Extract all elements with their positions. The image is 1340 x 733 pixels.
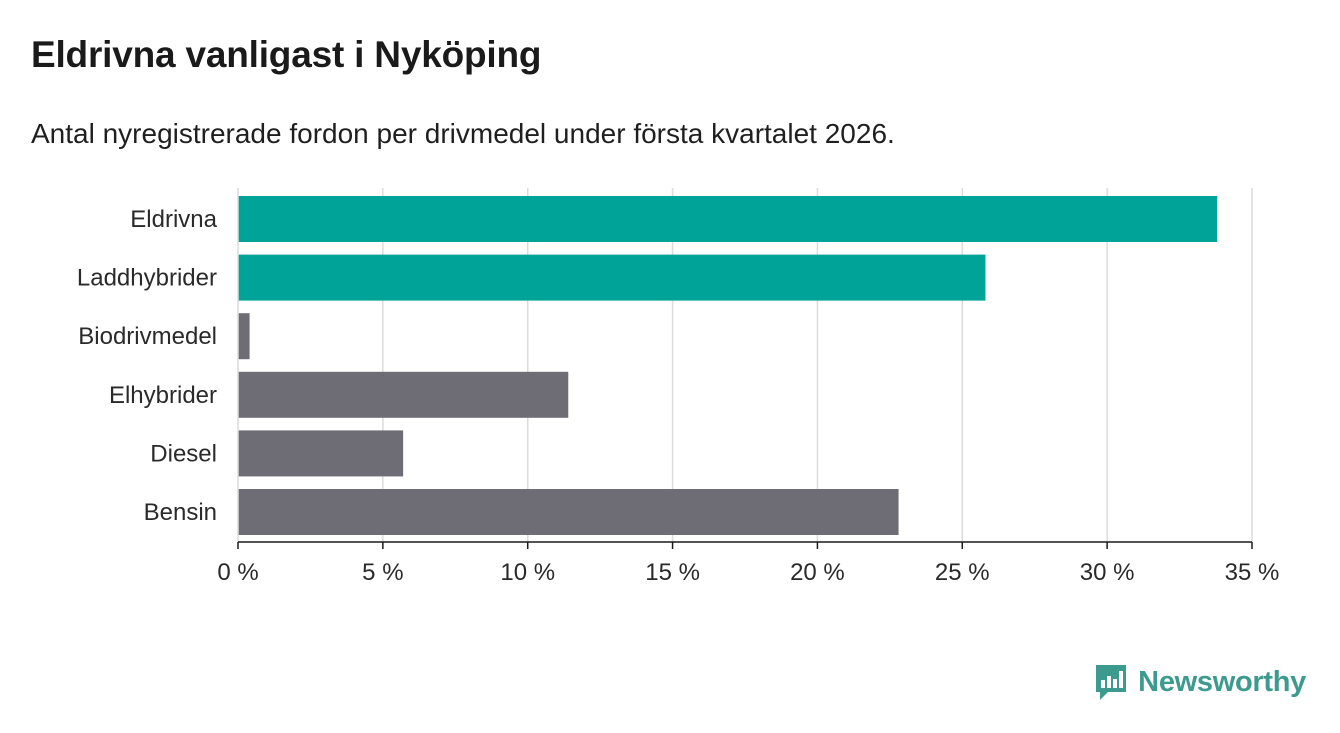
bar-laddhybrider <box>238 254 986 301</box>
bar-bensin <box>238 489 899 535</box>
category-label-laddhybrider: Laddhybrider <box>77 265 217 292</box>
bar-eldrivna <box>238 196 1218 242</box>
bar-chart: 0 % 5 % 10 % 15 % 20 % 25 % 30 % 35 % Eldrivna L… <box>77 188 1279 586</box>
category-label-biodrivmedel: Biodrivmedel <box>78 323 217 350</box>
bar-biodrivmedel <box>238 313 250 360</box>
x-tick-label-20: 20 % <box>790 559 845 586</box>
category-label-diesel: Diesel <box>150 440 217 467</box>
x-tick-label-5: 5 % <box>362 559 403 586</box>
x-tick-label-35: 35 % <box>1225 559 1280 586</box>
x-tick-label-15: 15 % <box>645 559 700 586</box>
x-tick-label-0: 0 % <box>217 559 258 586</box>
chart-subtitle: Antal nyregistrerade fordon per drivmede… <box>31 118 895 149</box>
newsworthy-logo-text: Newsworthy <box>1138 665 1306 698</box>
x-tick-label-25: 25 % <box>935 559 990 586</box>
bar-elhybrider <box>238 371 569 418</box>
newsworthy-logo-icon <box>1096 665 1127 700</box>
x-tick-label-10: 10 % <box>500 559 555 586</box>
bar-diesel <box>238 430 404 477</box>
grid-lines <box>382 188 1253 542</box>
x-tick-label-30: 30 % <box>1080 559 1135 586</box>
bars <box>238 196 1218 535</box>
x-axis: 0 % 5 % 10 % 15 % 20 % 25 % 30 % 35 % <box>217 188 1279 586</box>
category-label-elhybrider: Elhybrider <box>109 382 217 409</box>
category-label-bensin: Bensin <box>144 499 217 526</box>
category-label-eldrivna: Eldrivna <box>130 206 217 233</box>
category-labels: Eldrivna Laddhybrider Biodrivmedel Elhybrid… <box>77 206 218 526</box>
newsworthy-logo: Newsworthy <box>1094 662 1306 702</box>
chart-title: Eldrivna vanligast i Nyköping <box>31 34 542 75</box>
